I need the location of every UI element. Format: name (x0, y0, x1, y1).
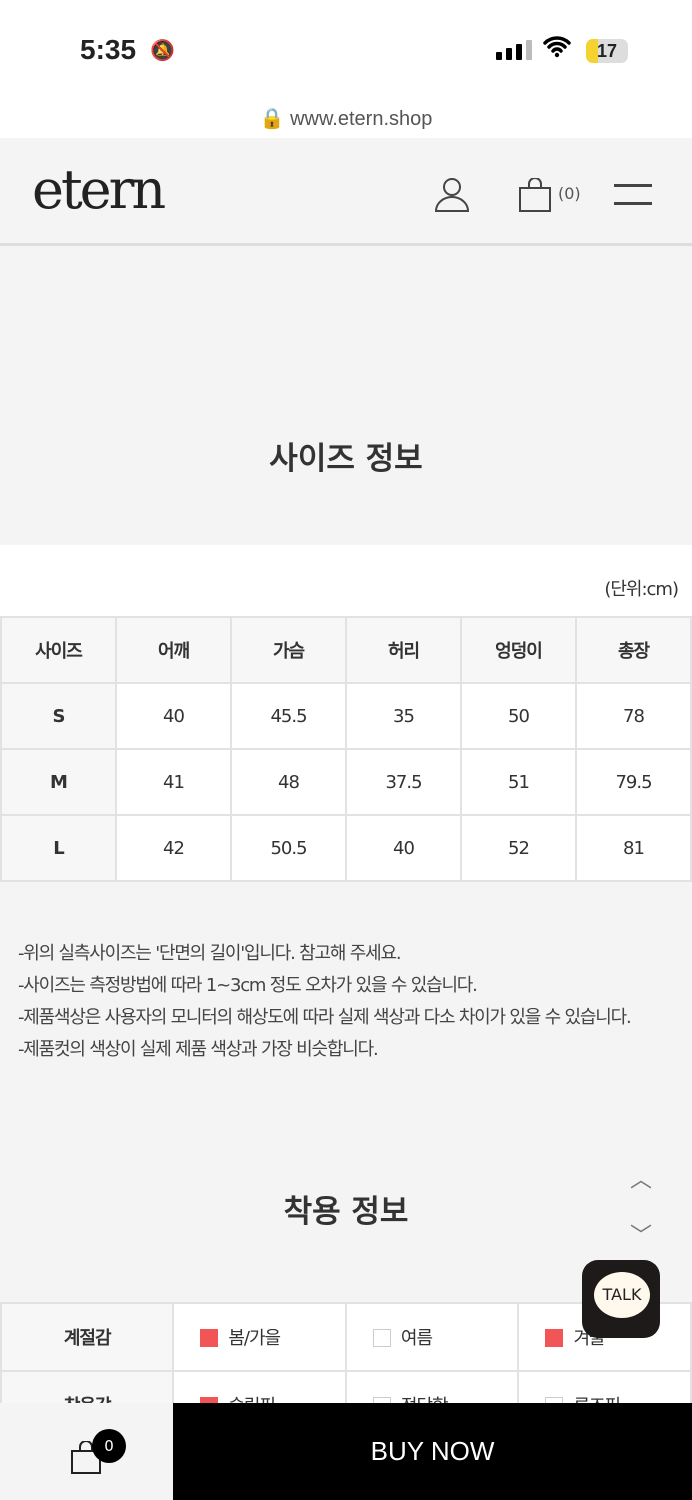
lock-icon: 🔒 (259, 108, 285, 130)
cell: 52 (460, 814, 577, 882)
checkbox-unchecked (372, 1329, 391, 1347)
cell: 81 (575, 814, 692, 882)
row-label: 계절감 (0, 1302, 175, 1372)
cell: 78 (575, 682, 692, 750)
logo[interactable]: etern (32, 158, 166, 221)
cell: 48 (230, 748, 347, 816)
header-cell: 총장 (575, 616, 692, 684)
option-label: 봄/가을 (228, 1328, 281, 1349)
option-cell: 여름 (344, 1302, 520, 1372)
cell: 37.5 (345, 748, 462, 816)
cell: 41 (115, 748, 232, 816)
cart-icon[interactable] (518, 178, 552, 212)
bottom-bar: 0 BUY NOW (0, 1403, 692, 1500)
battery-icon: 17 (586, 39, 628, 63)
cell: 40 (115, 682, 232, 750)
url-text: www.etern.shop (290, 108, 433, 130)
checkbox-checked (545, 1329, 564, 1347)
user-icon[interactable] (434, 176, 470, 212)
status-bar: 5:35 🔕 17 (0, 0, 692, 95)
cell: 79.5 (575, 748, 692, 816)
size-cell: S (0, 682, 117, 750)
scroll-down-icon[interactable]: ﹀ (630, 1224, 653, 1249)
site-header: etern (0) (0, 138, 692, 246)
note: -제품컷의 색상이 실제 제품 색상과 가장 비슷합니다. (18, 1039, 379, 1060)
unit-band: (단위:cm) (0, 545, 692, 617)
cart-icon (71, 1441, 101, 1474)
header-cell: 사이즈 (0, 616, 117, 684)
cell: 50 (460, 682, 577, 750)
header-cell: 허리 (345, 616, 462, 684)
cart-badge: 0 (92, 1429, 126, 1463)
size-cell: L (0, 814, 117, 882)
table-row: S 40 45.5 35 50 78 (0, 682, 692, 750)
cell: 40 (345, 814, 462, 882)
hamburger-menu-icon[interactable] (614, 184, 652, 220)
cart-count: (0) (558, 184, 581, 203)
unit-label: (단위:cm) (604, 579, 679, 600)
header-cell: 가슴 (230, 616, 347, 684)
option-cell: 봄/가을 (172, 1302, 347, 1372)
wifi-icon (543, 34, 571, 64)
cell: 42 (115, 814, 232, 882)
header-cell: 어깨 (115, 616, 232, 684)
address-bar[interactable]: 🔒 www.etern.shop (0, 95, 692, 138)
scroll-up-icon[interactable]: ︿ (630, 1168, 653, 1193)
cell: 35 (345, 682, 462, 750)
checkbox-checked (200, 1329, 219, 1347)
size-title: 사이즈 정보 (269, 441, 423, 477)
table-row: M 41 48 37.5 51 79.5 (0, 748, 692, 816)
bottom-cart-button[interactable]: 0 (0, 1403, 173, 1500)
table-header-row: 사이즈 어깨 가슴 허리 엉덩이 총장 (0, 616, 692, 684)
size-table: 사이즈 어깨 가슴 허리 엉덩이 총장 S 40 45.5 35 50 78 M… (0, 616, 692, 882)
size-section-header: 사이즈 정보 (0, 255, 692, 545)
table-row: 계절감 봄/가을 여름 겨울 (0, 1302, 692, 1372)
cell: 50.5 (230, 814, 347, 882)
battery-level: 17 (596, 41, 618, 61)
kakao-talk-button[interactable]: TALK (582, 1260, 660, 1338)
table-row: L 42 50.5 40 52 81 (0, 814, 692, 882)
cell: 51 (460, 748, 577, 816)
option-label: 여름 (400, 1328, 433, 1349)
header-cell: 엉덩이 (460, 616, 577, 684)
fit-title: 착용 정보 (283, 1194, 409, 1230)
note: -위의 실측사이즈는 '단면의 길이'입니다. 참고해 주세요. (18, 943, 402, 964)
note: -사이즈는 측정방법에 따라 1~3cm 정도 오차가 있을 수 있습니다. (18, 975, 478, 996)
cell: 45.5 (230, 682, 347, 750)
bell-slash-icon: 🔕 (150, 38, 175, 62)
buy-now-button[interactable]: BUY NOW (173, 1403, 692, 1500)
size-notes: -위의 실측사이즈는 '단면의 길이'입니다. 참고해 주세요. -사이즈는 측… (18, 938, 632, 1066)
talk-label: TALK (594, 1272, 650, 1318)
clock: 5:35 (80, 34, 137, 65)
note: -제품색상은 사용자의 모니터의 해상도에 따라 실제 색상과 다소 차이가 있… (18, 1007, 632, 1028)
signal-icon (496, 40, 532, 60)
size-cell: M (0, 748, 117, 816)
